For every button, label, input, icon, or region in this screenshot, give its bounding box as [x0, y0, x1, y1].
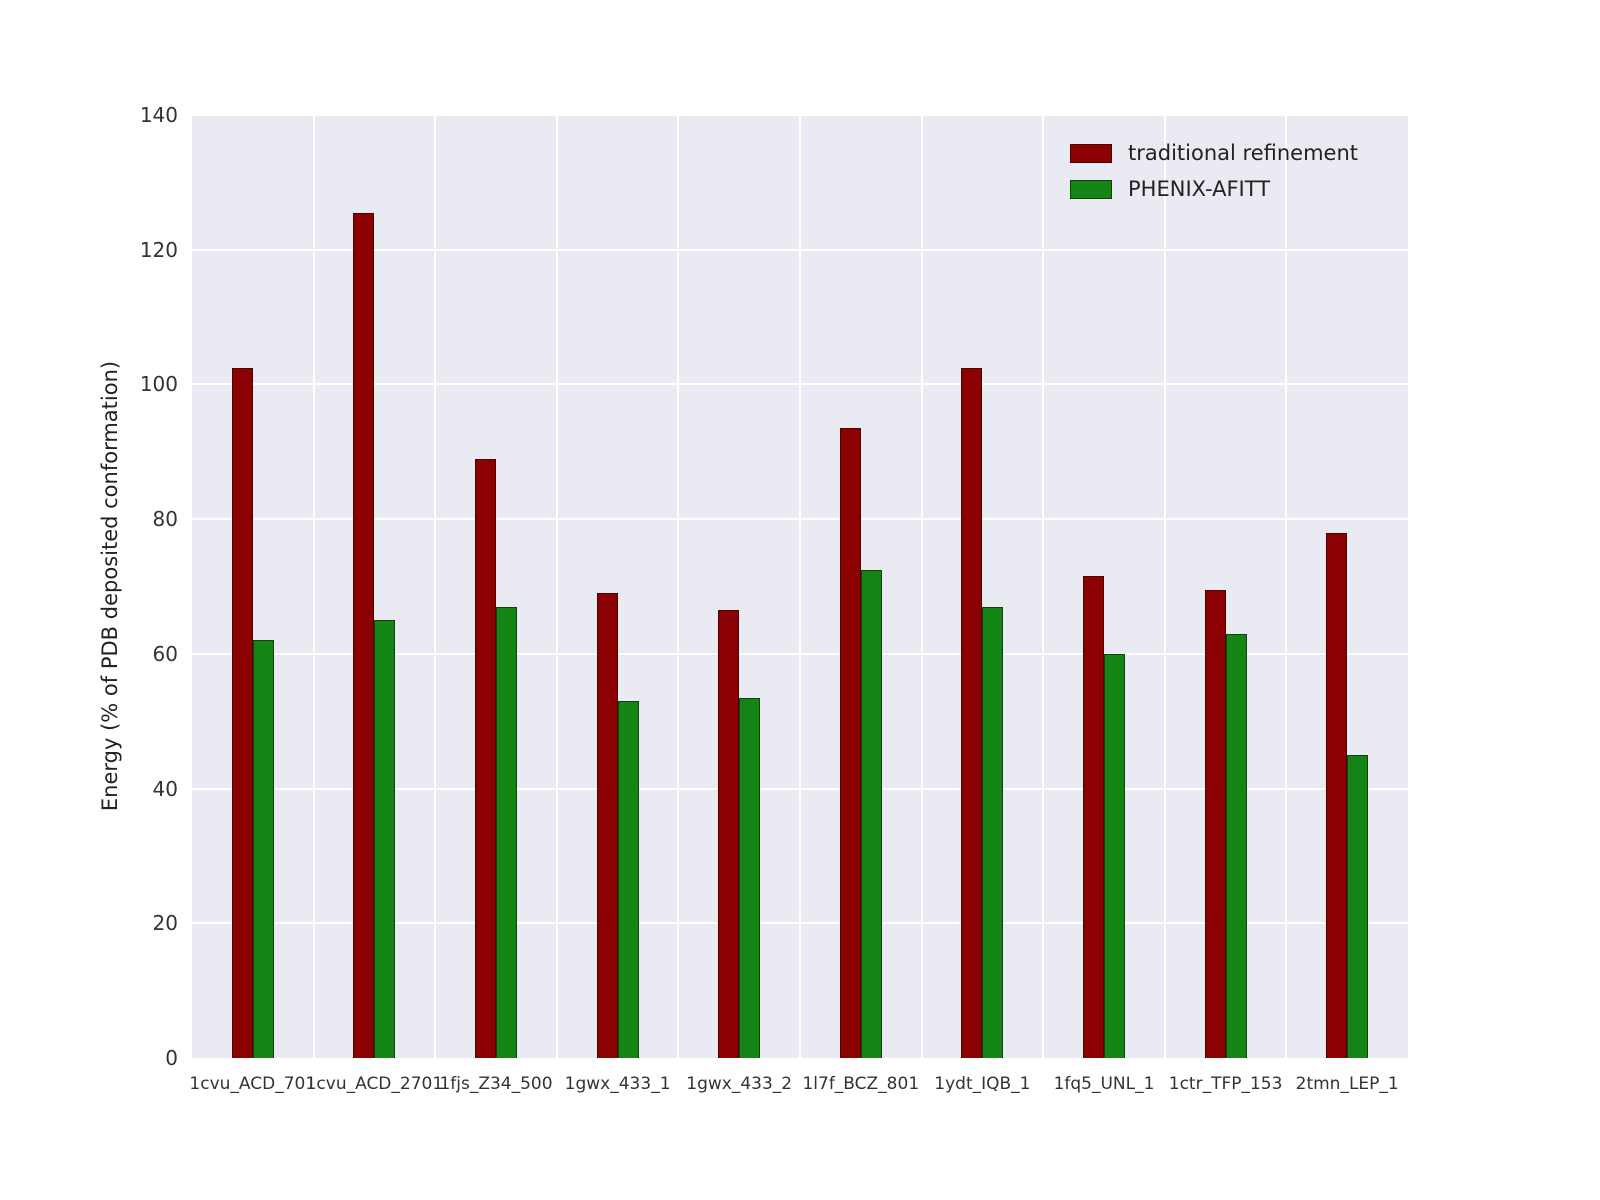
y-tick-label-60: 60: [152, 641, 178, 666]
y-tick-label-120: 120: [139, 237, 178, 262]
gridline-vertical-2: [434, 115, 437, 1058]
bar-1gwx_433_2-phenix: [739, 697, 761, 1058]
x-tick-label-1gwx_433_1: 1gwx_433_1: [564, 1074, 671, 1094]
legend-row-phenix: PHENIX-AFITT: [1070, 177, 1358, 201]
bar-1cvu_ACD_2701-traditional: [353, 212, 375, 1058]
gridline-vertical-3: [555, 115, 558, 1058]
bar-1fjs_Z34_500-phenix: [496, 606, 517, 1058]
bar-1ctr_TFP_153-traditional: [1204, 589, 1226, 1058]
gridline-vertical-7: [1042, 115, 1045, 1058]
gridline-vertical-6: [920, 115, 923, 1058]
x-tick-label-1l7f_BCZ_801: 1l7f_BCZ_801: [802, 1074, 920, 1094]
y-tick-label-0: 0: [165, 1046, 178, 1070]
x-tick-label-2tmn_LEP_1: 2tmn_LEP_1: [1295, 1074, 1399, 1094]
bar-1gwx_433_1-traditional: [596, 593, 618, 1058]
y-tick-label-100: 100: [139, 372, 178, 397]
bar-1fq5_UNL_1-traditional: [1083, 576, 1104, 1058]
y-axis-label: Energy (% of PDB deposited conformation): [98, 360, 122, 812]
legend: traditional refinement PHENIX-AFITT: [1060, 133, 1368, 209]
legend-swatch-traditional-refinement: [1070, 143, 1113, 163]
y-tick-label-80: 80: [152, 507, 178, 532]
y-tick-label-40: 40: [152, 776, 178, 801]
legend-label-traditional-refinement: traditional refinement: [1128, 141, 1358, 165]
x-tick-label-1cvu_ACD_701: 1cvu_ACD_701: [189, 1074, 317, 1094]
bar-1gwx_433_2-traditional: [718, 610, 740, 1058]
gridline-vertical-8: [1163, 115, 1166, 1058]
bar-1cvu_ACD_701-traditional: [231, 367, 253, 1058]
gridline-vertical-4: [677, 115, 680, 1058]
x-tick-label-1fq5_UNL_1: 1fq5_UNL_1: [1053, 1074, 1155, 1094]
x-tick-label-1gwx_433_2: 1gwx_433_2: [686, 1074, 793, 1094]
plot-area: 0 20 40 60 80 100 120 140 1cvu_ACD_701 1cvu_ACD_…: [140, 103, 1408, 1094]
bar-2tmn_LEP_1-traditional: [1326, 532, 1348, 1058]
legend-swatch-phenix-afitt: [1070, 179, 1113, 199]
bar-1l7f_BCZ_801-traditional: [839, 428, 861, 1058]
bar-1l7f_BCZ_801-phenix: [860, 569, 882, 1058]
gridline-vertical-5: [799, 115, 801, 1058]
bar-1cvu_ACD_2701-phenix: [374, 620, 396, 1058]
legend-row-traditional: traditional refinement: [1070, 141, 1358, 165]
bar-1fjs_Z34_500-traditional: [475, 458, 496, 1058]
x-tick-label-1ydt_IQB_1: 1ydt_IQB_1: [934, 1074, 1031, 1094]
bar-1ydt_IQB_1-phenix: [982, 606, 1004, 1058]
x-tick-label-1fjs_Z34_500: 1fjs_Z34_500: [439, 1074, 553, 1094]
bar-1fq5_UNL_1-phenix: [1104, 653, 1125, 1058]
gridline-vertical-1: [312, 115, 315, 1058]
x-tick-label-1ctr_TFP_153: 1ctr_TFP_153: [1168, 1074, 1283, 1094]
bar-1ydt_IQB_1-traditional: [961, 367, 983, 1058]
gridline-vertical-9: [1285, 115, 1288, 1058]
legend-label-phenix-afitt: PHENIX-AFITT: [1128, 177, 1271, 201]
y-tick-label-140: 140: [139, 103, 178, 127]
x-tick-label-1cvu_ACD_2701: 1cvu_ACD_2701: [305, 1074, 444, 1094]
bar-1ctr_TFP_153-phenix: [1225, 633, 1247, 1058]
bar-1gwx_433_1-phenix: [617, 701, 639, 1058]
y-tick-label-20: 20: [152, 911, 178, 936]
bar-1cvu_ACD_701-phenix: [252, 640, 274, 1058]
bar-2tmn_LEP_1-phenix: [1347, 754, 1369, 1058]
